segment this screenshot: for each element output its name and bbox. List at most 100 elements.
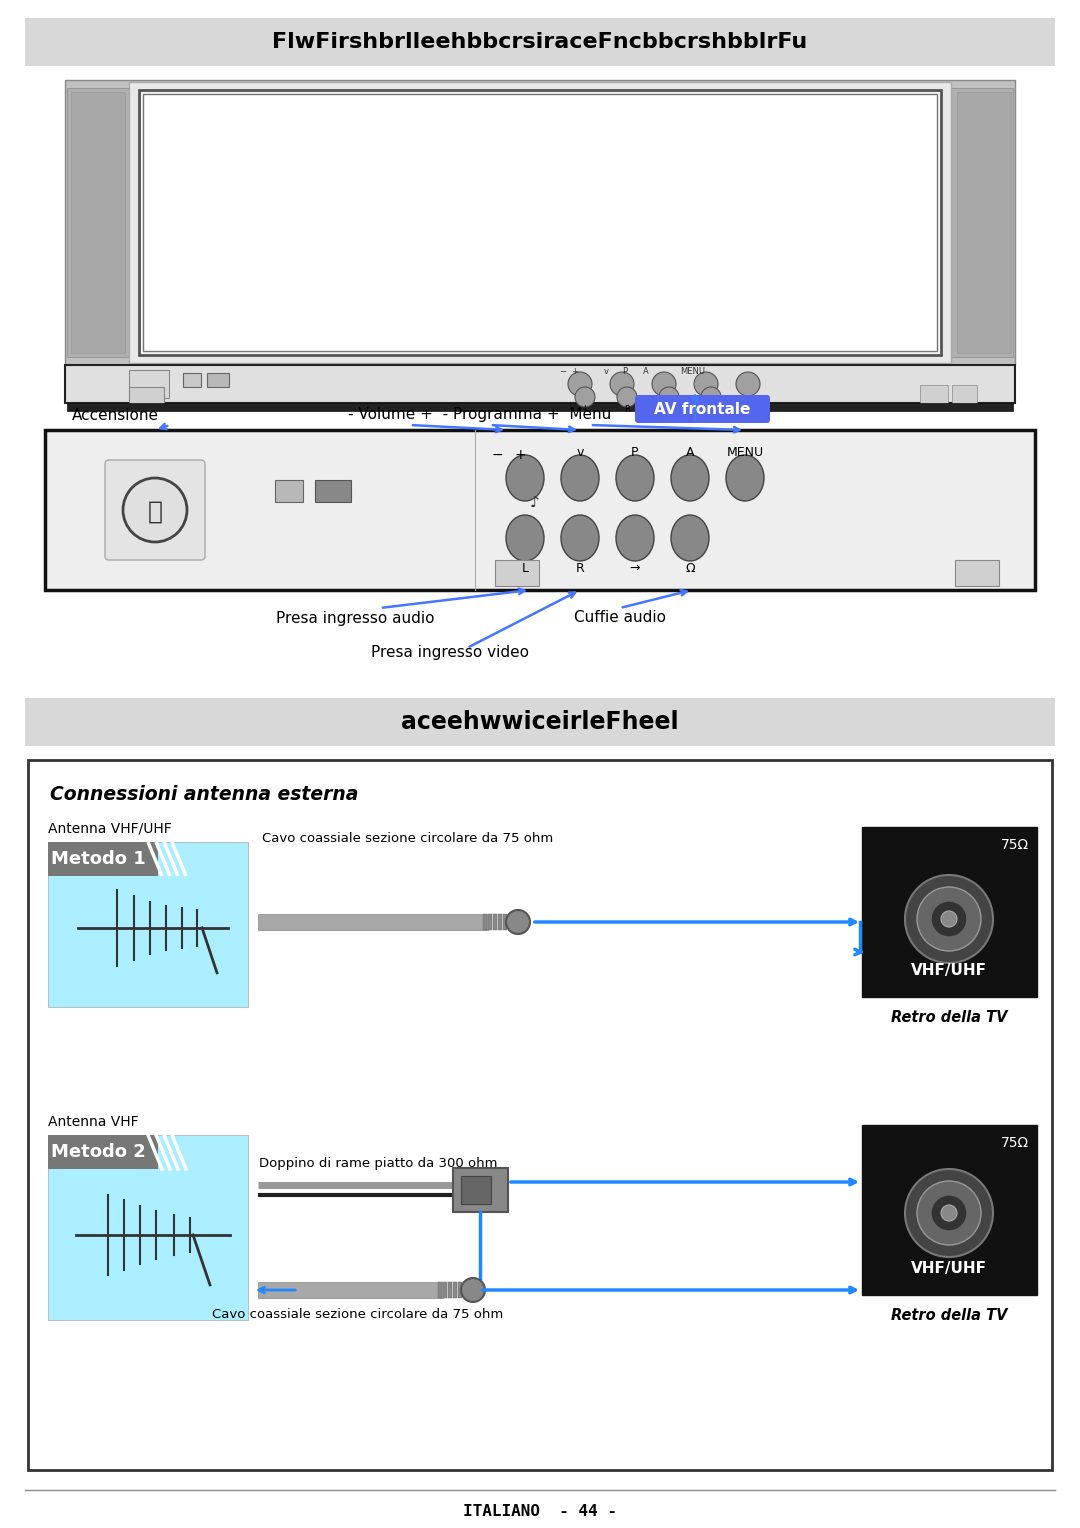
Bar xyxy=(955,559,999,587)
Text: v: v xyxy=(604,367,608,376)
Bar xyxy=(71,92,125,353)
Bar xyxy=(258,1282,443,1297)
Bar xyxy=(951,385,977,406)
Bar xyxy=(67,89,129,358)
Bar xyxy=(920,385,948,406)
Bar xyxy=(207,373,229,387)
Bar xyxy=(139,90,941,354)
Bar xyxy=(461,1177,491,1204)
Text: Metodo 2: Metodo 2 xyxy=(51,1143,146,1161)
Circle shape xyxy=(905,1169,993,1258)
Circle shape xyxy=(610,371,634,396)
Bar xyxy=(143,95,937,351)
Bar xyxy=(438,1282,442,1297)
Text: Connessioni antenna esterna: Connessioni antenna esterna xyxy=(50,784,359,804)
Circle shape xyxy=(123,478,187,542)
Circle shape xyxy=(652,371,676,396)
Bar xyxy=(951,89,1013,358)
Bar xyxy=(503,914,507,931)
Bar xyxy=(458,1282,462,1297)
Text: A: A xyxy=(686,446,694,458)
Text: MENU: MENU xyxy=(727,446,764,458)
Circle shape xyxy=(941,1206,957,1221)
Bar xyxy=(183,373,201,387)
Bar xyxy=(488,914,492,931)
Text: A: A xyxy=(643,367,649,376)
Text: 75Ω: 75Ω xyxy=(1001,1135,1029,1151)
Bar xyxy=(443,1282,447,1297)
Bar xyxy=(28,759,1052,1470)
Text: P: P xyxy=(622,367,627,376)
Circle shape xyxy=(701,387,721,406)
Bar xyxy=(862,827,1037,996)
Ellipse shape xyxy=(616,515,654,561)
Circle shape xyxy=(905,876,993,963)
Bar xyxy=(65,79,1015,365)
Text: Retro della TV: Retro della TV xyxy=(891,1010,1008,1024)
Bar xyxy=(48,842,158,876)
Text: Retro della TV: Retro della TV xyxy=(891,1308,1008,1323)
Circle shape xyxy=(659,387,679,406)
Bar xyxy=(275,480,303,503)
Text: L: L xyxy=(583,405,588,414)
Ellipse shape xyxy=(507,515,544,561)
Text: AV frontale: AV frontale xyxy=(653,402,751,417)
Circle shape xyxy=(507,911,530,934)
Bar xyxy=(957,92,1011,353)
Text: VHF/UHF: VHF/UHF xyxy=(912,964,987,978)
Text: ♪: ♪ xyxy=(530,495,540,510)
Bar xyxy=(129,83,951,364)
Circle shape xyxy=(617,387,637,406)
Text: Cuffie audio: Cuffie audio xyxy=(573,611,666,625)
Text: Ⓘ: Ⓘ xyxy=(148,500,162,524)
Circle shape xyxy=(941,911,957,927)
Text: Metodo 1: Metodo 1 xyxy=(51,850,146,868)
Text: →: → xyxy=(630,561,640,575)
Text: MENU: MENU xyxy=(680,367,705,376)
Text: R: R xyxy=(624,405,630,414)
Circle shape xyxy=(931,1195,967,1232)
Bar xyxy=(48,1135,248,1320)
Bar xyxy=(48,842,248,1007)
Text: v: v xyxy=(577,446,583,458)
Text: Presa ingresso audio: Presa ingresso audio xyxy=(275,611,434,625)
Circle shape xyxy=(917,886,981,950)
Text: Cavo coassiale sezione circolare da 75 ohm: Cavo coassiale sezione circolare da 75 o… xyxy=(213,1308,503,1322)
Text: - Volume +  - Programma +  Menu: - Volume + - Programma + Menu xyxy=(349,408,611,423)
Text: Cavo coassiale sezione circolare da 75 ohm: Cavo coassiale sezione circolare da 75 o… xyxy=(262,833,554,845)
Bar xyxy=(258,914,488,931)
Bar xyxy=(495,559,539,587)
Circle shape xyxy=(931,902,967,937)
Text: FlwFirshbrlleehbbcrsiraceFncbbcrshbblrFu: FlwFirshbrlleehbbcrsiraceFncbbcrshbblrFu xyxy=(272,32,808,52)
Text: P: P xyxy=(631,446,638,458)
Bar xyxy=(45,429,1035,590)
Bar xyxy=(483,914,487,931)
Ellipse shape xyxy=(561,455,599,501)
Bar xyxy=(129,370,168,397)
Ellipse shape xyxy=(616,455,654,501)
Bar xyxy=(862,1125,1037,1296)
Text: Accensione: Accensione xyxy=(71,408,159,423)
Bar xyxy=(453,1282,457,1297)
Text: ITALIANO  - 44 -: ITALIANO - 44 - xyxy=(463,1505,617,1519)
Ellipse shape xyxy=(671,515,708,561)
Bar xyxy=(25,698,1055,746)
Bar xyxy=(67,403,1013,411)
Ellipse shape xyxy=(726,455,764,501)
Text: Ω: Ω xyxy=(685,561,694,575)
Ellipse shape xyxy=(561,515,599,561)
Text: VHF/UHF: VHF/UHF xyxy=(912,1262,987,1276)
Text: Presa ingresso video: Presa ingresso video xyxy=(372,645,529,660)
Text: R: R xyxy=(576,561,584,575)
Bar xyxy=(453,1167,508,1212)
Circle shape xyxy=(694,371,718,396)
FancyBboxPatch shape xyxy=(635,396,770,423)
Text: −: − xyxy=(491,448,503,461)
Text: L: L xyxy=(522,561,528,575)
Text: Antenna VHF: Antenna VHF xyxy=(48,1115,138,1129)
Circle shape xyxy=(461,1277,485,1302)
Circle shape xyxy=(735,371,760,396)
FancyBboxPatch shape xyxy=(105,460,205,559)
Text: 75Ω: 75Ω xyxy=(1001,837,1029,853)
Text: +: + xyxy=(514,448,526,461)
